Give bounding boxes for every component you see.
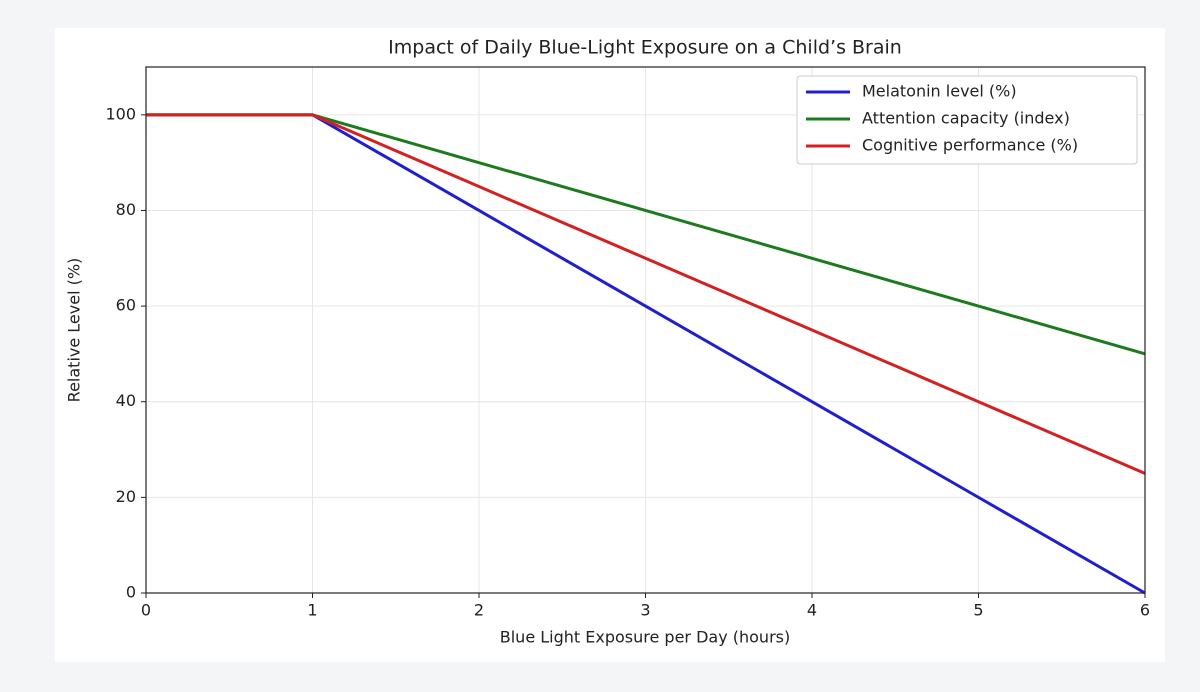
y-tick-label: 20 (116, 487, 136, 506)
y-tick-label: 40 (116, 391, 136, 410)
x-axis-label: Blue Light Exposure per Day (hours) (500, 628, 790, 647)
legend-label: Melatonin level (%) (862, 82, 1017, 101)
y-tick-label: 60 (116, 296, 136, 315)
chart-title: Impact of Daily Blue-Light Exposure on a… (388, 37, 902, 59)
x-tick-label: 1 (307, 601, 317, 620)
legend-box (796, 75, 1138, 165)
legend-label: Attention capacity (index) (862, 109, 1070, 128)
legend-label: Cognitive performance (%) (862, 136, 1078, 155)
x-tick-label: 6 (1140, 601, 1150, 620)
x-tick-label: 5 (973, 601, 983, 620)
x-tick-label: 3 (640, 601, 650, 620)
legend: Melatonin level (%) Attention capacity (i… (796, 75, 1138, 165)
x-tick-label: 4 (807, 601, 817, 620)
series-line (146, 113, 1146, 475)
y-tick-label: 0 (126, 583, 136, 602)
x-tick-label: 0 (141, 601, 151, 620)
plot-frame (145, 66, 1146, 594)
y-tick-label: 100 (105, 104, 136, 123)
plot (146, 113, 1146, 595)
y-tick-label: 80 (116, 200, 136, 219)
y-axis-label: Relative Level (%) (65, 258, 84, 403)
x-tick-label: 2 (474, 601, 484, 620)
